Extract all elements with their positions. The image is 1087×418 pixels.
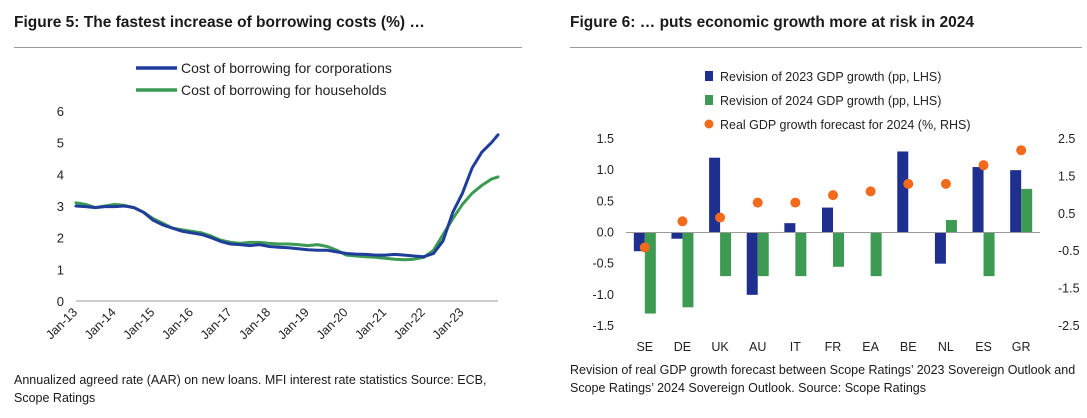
- y-tick-label: 6: [57, 104, 64, 119]
- bar-2024-revision: [1021, 188, 1033, 233]
- y-tick-label: 2: [57, 231, 64, 246]
- y-tick-label: -1.5: [592, 319, 614, 333]
- x-tick-label: Jan-15: [120, 305, 157, 342]
- y-tick-label: 0.0: [597, 226, 614, 240]
- bar-2024-revision: [833, 232, 844, 267]
- legend-label: Revision of 2024 GDP growth (pp, LHS): [720, 94, 941, 108]
- bar-2023-revision: [972, 167, 984, 233]
- figure-5-title: Figure 5: The fastest increase of borrow…: [14, 14, 425, 31]
- figure-5: Figure 5: The fastest increase of borrow…: [0, 0, 528, 418]
- x-tick-label: Jan-13: [43, 305, 80, 342]
- y2-tick-label: 2.5: [1058, 132, 1075, 146]
- forecast-dot: [828, 190, 838, 201]
- forecast-dot: [677, 216, 688, 227]
- figure-5-divider: [14, 47, 522, 48]
- forecast-dot: [752, 197, 763, 208]
- x-tick-label: Jan-17: [198, 305, 235, 342]
- bar-2024-revision: [870, 232, 882, 277]
- y-tick-label: 1.0: [597, 163, 614, 177]
- bar-2024-revision: [757, 232, 769, 277]
- x-tick-label: Jan-19: [275, 305, 312, 342]
- bar-2024-revision: [945, 220, 957, 233]
- x-tick-label: FR: [825, 340, 842, 354]
- x-tick-label: NL: [938, 340, 954, 354]
- y-tick-label: 0.5: [597, 194, 614, 208]
- bar-2023-revision: [784, 223, 796, 233]
- forecast-dot: [940, 178, 951, 189]
- x-tick-label: Jan-20: [314, 305, 351, 342]
- bar-chart: -1.5 -1.0 -0.5 0.0 0.5 1.0 1.5 -2.5 -1.5 -0.5 0.5 1…: [592, 70, 1080, 354]
- figure-6-title: Figure 6: … puts economic growth more at…: [570, 14, 974, 31]
- bar-2024-revision: [795, 232, 807, 277]
- x-tick-label: IT: [790, 340, 801, 354]
- legend-swatch: [705, 71, 713, 81]
- forecast-dot: [1016, 145, 1027, 156]
- x-tick-label: EA: [862, 340, 879, 354]
- bar-2023-revision: [934, 232, 946, 264]
- series-line-corporations: [74, 133, 500, 259]
- y-tick-label: 5: [57, 136, 64, 151]
- legend-swatch: [704, 119, 714, 129]
- x-tick-label: Jan-22: [391, 305, 428, 342]
- forecast-dot: [715, 212, 726, 223]
- y2-tick-label: -2.5: [1058, 319, 1080, 333]
- bar-2024-revision: [983, 232, 995, 277]
- x-tick-label: BE: [900, 340, 917, 354]
- x-tick-label: Jan-21: [352, 305, 389, 342]
- forecast-dot: [639, 242, 650, 253]
- bar-2023-revision: [671, 232, 683, 239]
- y-tick-label: 0: [57, 294, 64, 309]
- x-tick-label: SE: [636, 340, 653, 354]
- figure-6: Figure 6: … puts economic growth more at…: [562, 0, 1087, 418]
- legend-label: Real GDP growth forecast for 2024 (%, RH…: [720, 118, 971, 132]
- figure-5-source-note: Annualized agreed rate (AAR) on new loan…: [14, 373, 487, 405]
- bar-2023-revision: [897, 151, 909, 233]
- forecast-dot: [903, 178, 914, 189]
- y2-tick-label: 0.5: [1058, 207, 1075, 221]
- y2-tick-label: -0.5: [1058, 244, 1080, 258]
- y-tick-label: -0.5: [592, 257, 614, 271]
- figure-6-source-note: Revision of real GDP growth forecast bet…: [570, 363, 1076, 395]
- y-tick-label: 1.5: [597, 132, 614, 146]
- legend-swatch: [705, 95, 713, 105]
- x-tick-label: Jan-14: [82, 305, 119, 342]
- x-tick-label: Jan-23: [430, 305, 467, 342]
- legend-label: Cost of borrowing for households: [181, 82, 386, 98]
- y2-tick-label: -1.5: [1058, 282, 1080, 296]
- y-tick-label: -1.0: [592, 288, 614, 302]
- bar-2024-revision: [720, 232, 732, 277]
- forecast-dot: [865, 186, 876, 197]
- bar-2023-revision: [633, 232, 645, 252]
- x-tick-label: AU: [749, 340, 766, 354]
- legend-label: Revision of 2023 GDP growth (pp, LHS): [720, 70, 941, 84]
- figure-6-divider: [570, 47, 1082, 48]
- bar-2023-revision: [1010, 170, 1022, 233]
- y-tick-label: 3: [57, 199, 64, 214]
- bar-2023-revision: [746, 232, 758, 295]
- forecast-dot: [790, 197, 801, 208]
- x-tick-label: Jan-18: [236, 305, 273, 342]
- bar-2023-revision: [709, 157, 721, 233]
- bar-2024-revision: [682, 232, 694, 308]
- bar-2023-revision: [822, 207, 833, 233]
- y-tick-label: 4: [57, 167, 64, 182]
- forecast-dot: [978, 160, 989, 171]
- x-tick-label: UK: [711, 340, 729, 354]
- legend-label: Cost of borrowing for corporations: [181, 60, 392, 76]
- x-tick-label: GR: [1012, 340, 1031, 354]
- y-tick-label: 1: [57, 262, 64, 277]
- x-tick-label: DE: [674, 340, 691, 354]
- x-tick-label: ES: [975, 340, 992, 354]
- y2-tick-label: 1.5: [1058, 169, 1075, 183]
- x-tick-label: Jan-16: [159, 305, 196, 342]
- bar-2024-revision: [644, 232, 656, 314]
